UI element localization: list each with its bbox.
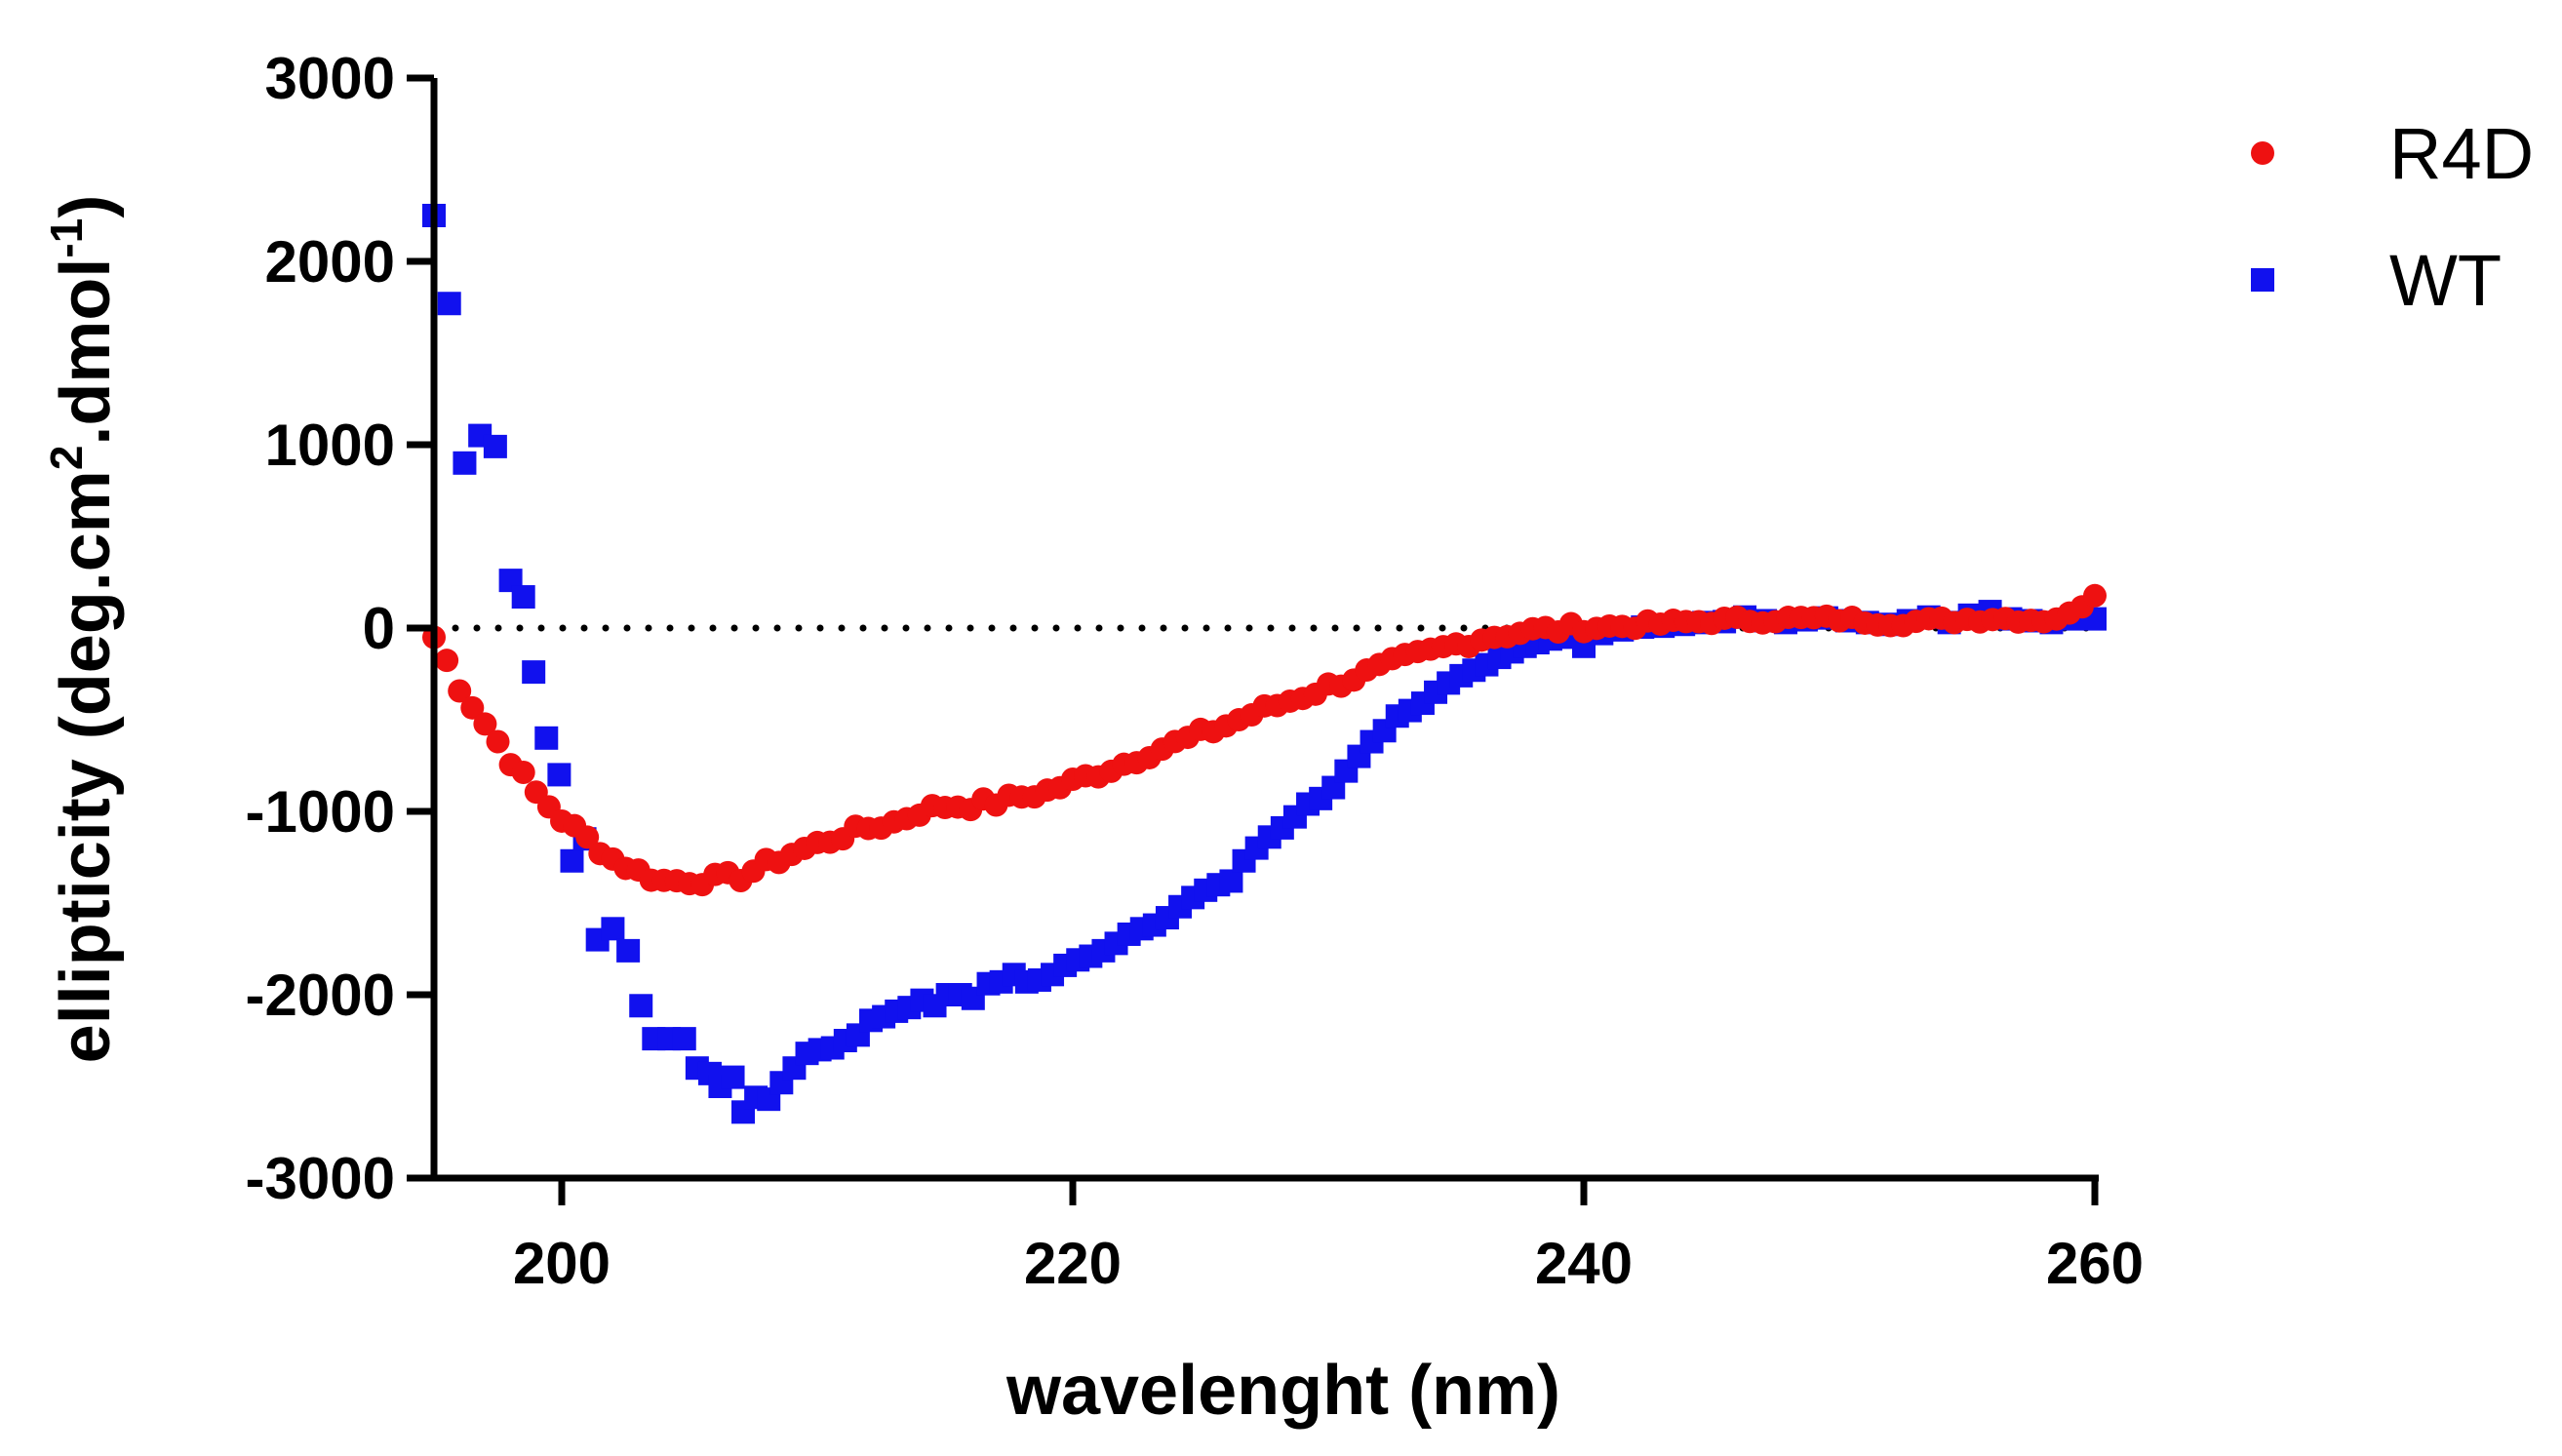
wt-data-point [1219,869,1243,893]
x-axis-title: wavelenght (nm) [1005,1352,1560,1430]
wt-data-point [721,1065,745,1089]
r4d-data-point [486,729,510,754]
r4d-data-point [448,679,472,703]
y-axis-title-superscript-minus-1: -1 [41,218,92,258]
wt-data-point [437,292,461,316]
r4d-data-point [511,761,535,785]
wt-data-point [629,994,653,1018]
r4d-data-point [575,825,600,849]
wt-data-point [534,726,559,750]
legend-label-wt: WT [2389,240,2502,321]
axes-layer [407,74,2099,1205]
legend: R4D WT [2251,113,2534,321]
y-axis-title-end: ) [47,195,125,218]
tick-labels-layer: 3000 2000 1000 0 -1000 -2000 -3000 200 220 240 260 [246,46,2145,1296]
y-axis-title-main: ellipticity (deg.cm [47,470,125,1063]
legend-label-r4d: R4D [2389,113,2534,194]
x-tick-label: 260 [2046,1231,2144,1296]
y-tick-label: -1000 [246,779,395,845]
x-tick-label: 200 [513,1231,611,1296]
y-axis-title-mid: .dmol [47,258,125,446]
y-tick-label: -2000 [246,963,395,1028]
y-axis-title-superscript-2: 2 [41,446,92,471]
wt-data-point [511,585,535,610]
wt-data-point [672,1027,696,1051]
y-tick-label: -3000 [246,1146,395,1211]
wt-data-point [616,938,641,963]
x-tick-label: 240 [1535,1231,1633,1296]
wt-data-point [522,660,546,685]
r4d-data-point [2083,583,2107,608]
r4d-data-point [473,712,497,736]
r4d-data-point [460,695,485,720]
data-points-layer [422,204,2107,1124]
wt-data-point [601,917,625,941]
y-tick-label: 3000 [265,46,395,111]
y-tick-label: 2000 [265,229,395,295]
legend-marker-wt [2251,268,2274,292]
y-axis-title: ellipticity (deg.cm2.dmol-1) [41,195,125,1064]
wt-data-point [483,434,507,458]
wt-data-point [547,763,572,787]
x-tick-label: 220 [1024,1231,1122,1296]
y-tick-label: 1000 [265,413,395,478]
r4d-data-point [435,649,459,673]
wt-data-point [453,451,477,475]
legend-marker-r4d [2251,141,2274,165]
y-tick-label: 0 [363,596,395,661]
wt-data-point [560,848,584,873]
